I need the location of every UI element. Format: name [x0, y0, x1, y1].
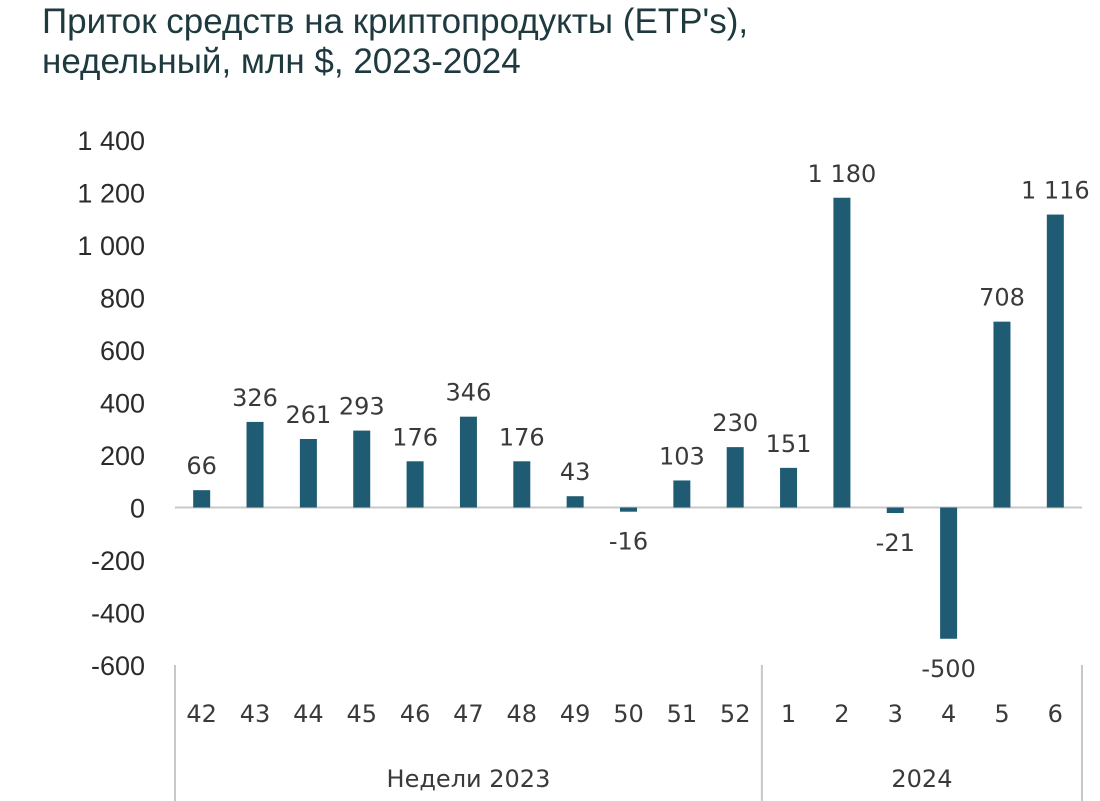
y-tick-label: -400 — [91, 599, 145, 629]
data-label: 1 116 — [1021, 177, 1090, 205]
data-label: 293 — [339, 393, 385, 421]
y-tick-label: -600 — [91, 651, 145, 681]
x-tick-label: 49 — [560, 700, 591, 728]
bar-51 — [673, 480, 691, 508]
x-tick-label: 1 — [781, 700, 796, 728]
x-tick-label: 5 — [994, 700, 1009, 728]
y-tick-label: -200 — [91, 546, 145, 576]
x-tick-label: 43 — [240, 700, 271, 728]
data-label: 1 180 — [808, 160, 877, 188]
bar-43 — [246, 421, 264, 508]
data-label: 230 — [712, 409, 758, 437]
x-tick-label: 45 — [346, 700, 377, 728]
y-tick-label: 1 000 — [77, 231, 145, 261]
y-tick-label: 600 — [100, 336, 145, 366]
bar-44 — [299, 438, 317, 508]
y-tick-label: 800 — [100, 284, 145, 314]
data-label: 176 — [392, 423, 438, 451]
data-label: 261 — [285, 401, 331, 429]
x-tick-label: 42 — [186, 700, 217, 728]
chart-title: Приток средств на криптопродукты (ETP's)… — [42, 2, 1082, 82]
bar-47 — [459, 416, 477, 508]
x-tick-label: 52 — [720, 700, 751, 728]
data-label: -21 — [876, 529, 915, 557]
bar-1 — [780, 467, 798, 508]
data-label: 66 — [186, 452, 217, 480]
y-tick-label: 0 — [130, 494, 145, 524]
bar-49 — [566, 496, 584, 508]
x-tick-label: 4 — [941, 700, 956, 728]
bar-4 — [940, 507, 958, 639]
bar-42 — [193, 490, 211, 508]
data-label: 346 — [446, 379, 492, 407]
x-tick-label: 44 — [293, 700, 324, 728]
bar-5 — [993, 321, 1011, 508]
x-tick-label: 2 — [834, 700, 849, 728]
y-tick-label: 1 400 — [77, 126, 145, 156]
bar-50 — [620, 507, 637, 512]
title-line-1: Приток средств на криптопродукты (ETP's)… — [42, 2, 749, 41]
y-tick-label: 200 — [100, 441, 145, 471]
data-label: 43 — [560, 458, 591, 486]
data-label: 326 — [232, 384, 278, 412]
bar-48 — [513, 461, 531, 508]
data-label: 151 — [766, 430, 812, 458]
x-tick-label: 6 — [1048, 700, 1063, 728]
data-label: -500 — [921, 655, 975, 683]
x-tick-label: 3 — [888, 700, 903, 728]
bar-52 — [726, 447, 744, 508]
title-line-2: недельный, млн $, 2023-2024 — [42, 42, 521, 81]
x-tick-label: 51 — [667, 700, 698, 728]
group-label: Недели 2023 — [387, 765, 551, 793]
bar-46 — [406, 461, 424, 508]
data-label: 103 — [659, 442, 705, 470]
y-tick-label: 1 200 — [77, 179, 145, 209]
x-tick-label: 46 — [400, 700, 431, 728]
group-label: 2024 — [891, 765, 952, 793]
x-tick-label: 50 — [613, 700, 644, 728]
bar-6 — [1046, 214, 1064, 508]
x-tick-label: 48 — [507, 700, 538, 728]
data-label: 708 — [979, 284, 1025, 312]
bar-2 — [833, 197, 851, 508]
bar-45 — [353, 430, 371, 508]
y-tick-label: 400 — [100, 389, 145, 419]
data-label: -16 — [609, 528, 648, 556]
data-label: 176 — [499, 423, 545, 451]
bar-3 — [886, 507, 904, 514]
x-tick-label: 47 — [453, 700, 484, 728]
